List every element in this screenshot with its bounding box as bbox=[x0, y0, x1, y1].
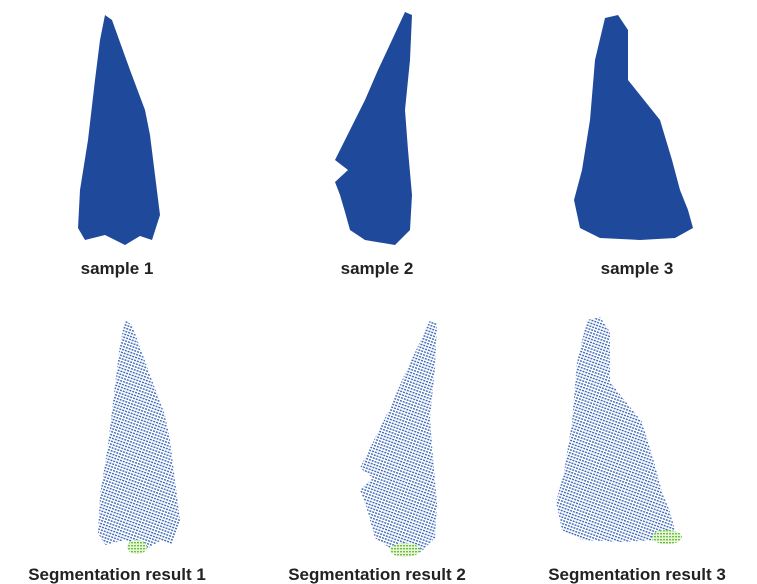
segmented-cloud bbox=[360, 320, 437, 557]
segmented-cloud bbox=[556, 317, 682, 544]
panel-label: sample 3 bbox=[601, 259, 674, 278]
point-cloud bbox=[78, 15, 160, 245]
panel-label: sample 2 bbox=[341, 259, 414, 278]
panel-label: Segmentation result 1 bbox=[28, 565, 206, 584]
figure: sample 1 sample 2 sample 3 Segmentation … bbox=[0, 0, 757, 584]
panel-label: Segmentation result 3 bbox=[548, 565, 726, 584]
segmented-cloud bbox=[98, 320, 180, 554]
panel-label: sample 1 bbox=[81, 259, 154, 278]
point-cloud bbox=[335, 12, 412, 245]
panel-label: Segmentation result 2 bbox=[288, 565, 466, 584]
point-cloud bbox=[574, 15, 693, 240]
